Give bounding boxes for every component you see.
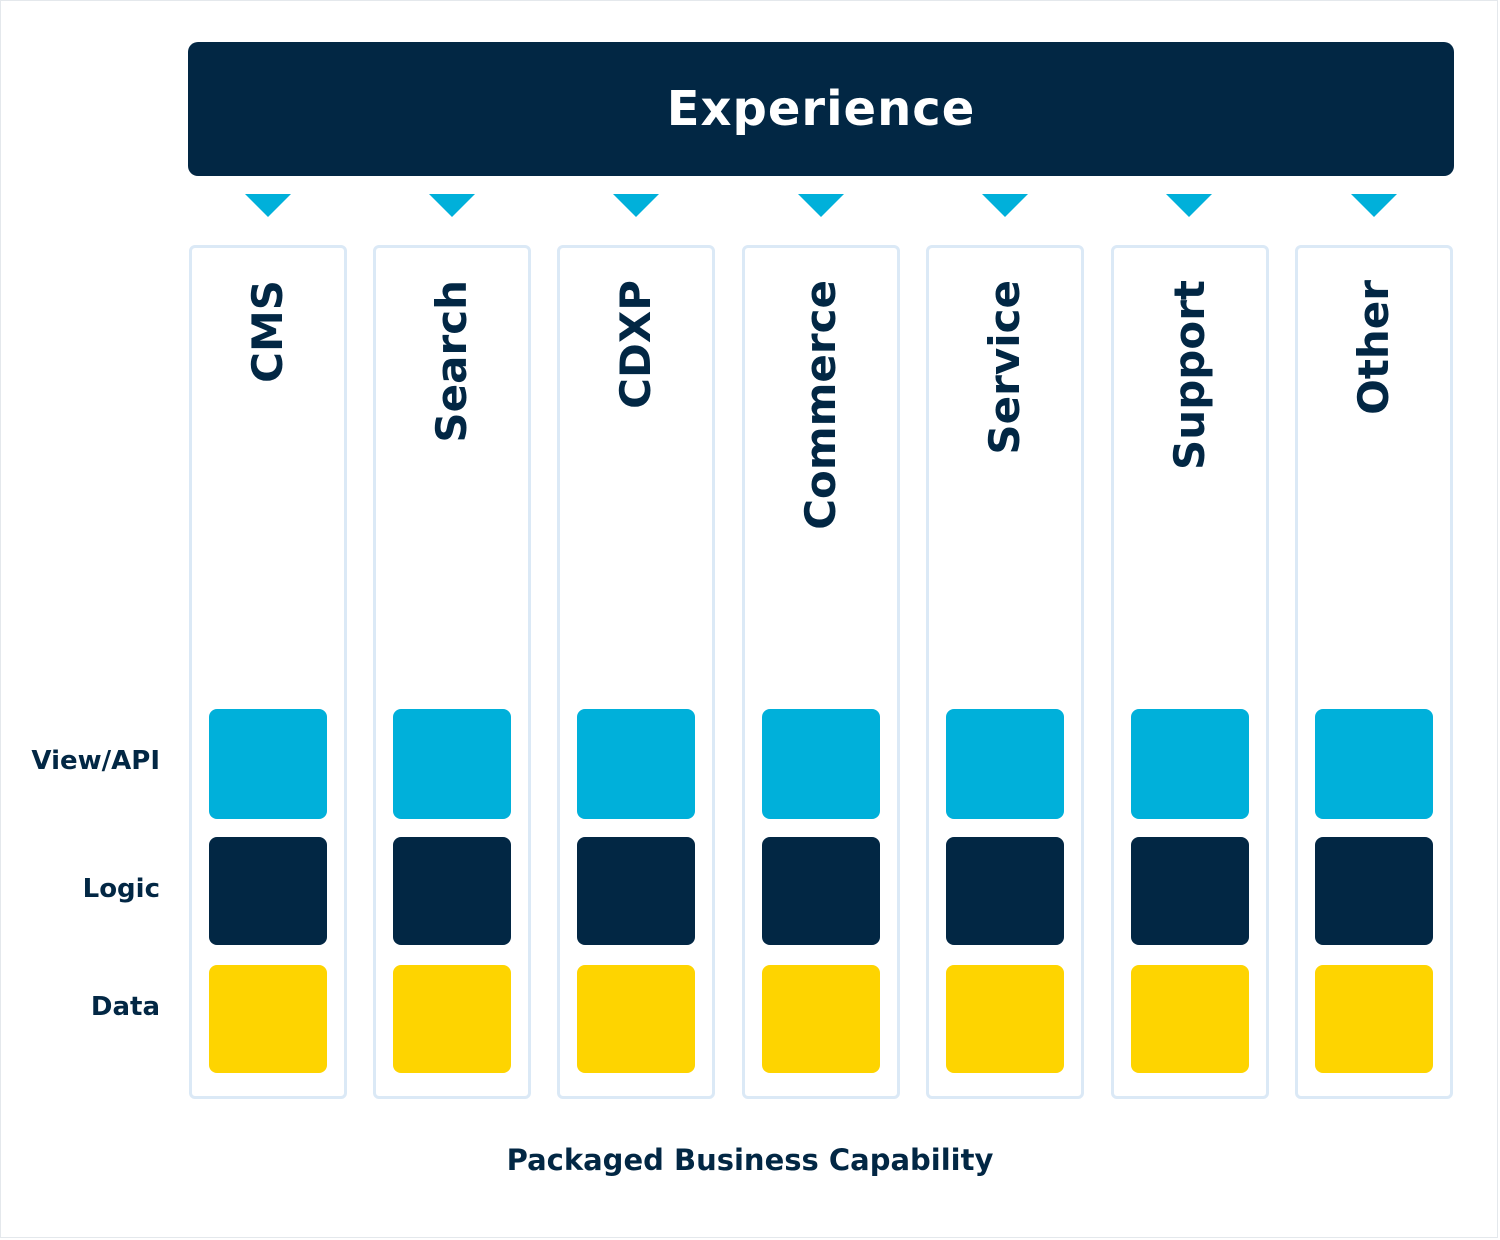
data-block bbox=[762, 965, 880, 1073]
column-label: Search bbox=[427, 280, 476, 443]
capability-column-service: Service bbox=[926, 245, 1084, 1099]
column-label: Service bbox=[980, 280, 1029, 455]
capability-column-support: Support bbox=[1111, 245, 1269, 1099]
experience-bar: Experience bbox=[188, 42, 1454, 176]
down-arrow-icon bbox=[1166, 194, 1212, 217]
view-api-block bbox=[946, 709, 1064, 819]
data-block bbox=[1315, 965, 1433, 1073]
down-arrow-icon bbox=[245, 194, 291, 217]
column-label: CDXP bbox=[611, 280, 660, 409]
view-api-block bbox=[1315, 709, 1433, 819]
footer-label: Packaged Business Capability bbox=[506, 1143, 994, 1177]
capability-column-cms: CMS bbox=[189, 245, 347, 1099]
down-arrow-icon bbox=[429, 194, 475, 217]
logic-block bbox=[1315, 837, 1433, 945]
column-label: CMS bbox=[243, 280, 292, 383]
logic-block bbox=[946, 837, 1064, 945]
capability-column-commerce: Commerce bbox=[742, 245, 900, 1099]
row-label-view-api: View/API bbox=[31, 746, 160, 776]
capability-column-cdxp: CDXP bbox=[557, 245, 715, 1099]
view-api-block bbox=[762, 709, 880, 819]
experience-label: Experience bbox=[666, 81, 976, 137]
data-block bbox=[577, 965, 695, 1073]
down-arrow-icon bbox=[613, 194, 659, 217]
down-arrow-icon bbox=[982, 194, 1028, 217]
view-api-block bbox=[393, 709, 511, 819]
row-label-logic: Logic bbox=[82, 874, 160, 904]
logic-block bbox=[1131, 837, 1249, 945]
logic-block bbox=[209, 837, 327, 945]
logic-block bbox=[393, 837, 511, 945]
view-api-block bbox=[1131, 709, 1249, 819]
column-label: Other bbox=[1349, 280, 1398, 415]
logic-block bbox=[577, 837, 695, 945]
data-block bbox=[946, 965, 1064, 1073]
view-api-block bbox=[209, 709, 327, 819]
logic-block bbox=[762, 837, 880, 945]
data-block bbox=[393, 965, 511, 1073]
row-label-data: Data bbox=[90, 992, 160, 1022]
capability-column-search: Search bbox=[373, 245, 531, 1099]
data-block bbox=[1131, 965, 1249, 1073]
down-arrow-icon bbox=[798, 194, 844, 217]
column-label: Support bbox=[1165, 280, 1214, 470]
down-arrow-icon bbox=[1351, 194, 1397, 217]
view-api-block bbox=[577, 709, 695, 819]
data-block bbox=[209, 965, 327, 1073]
column-label: Commerce bbox=[796, 280, 845, 530]
capability-column-other: Other bbox=[1295, 245, 1453, 1099]
